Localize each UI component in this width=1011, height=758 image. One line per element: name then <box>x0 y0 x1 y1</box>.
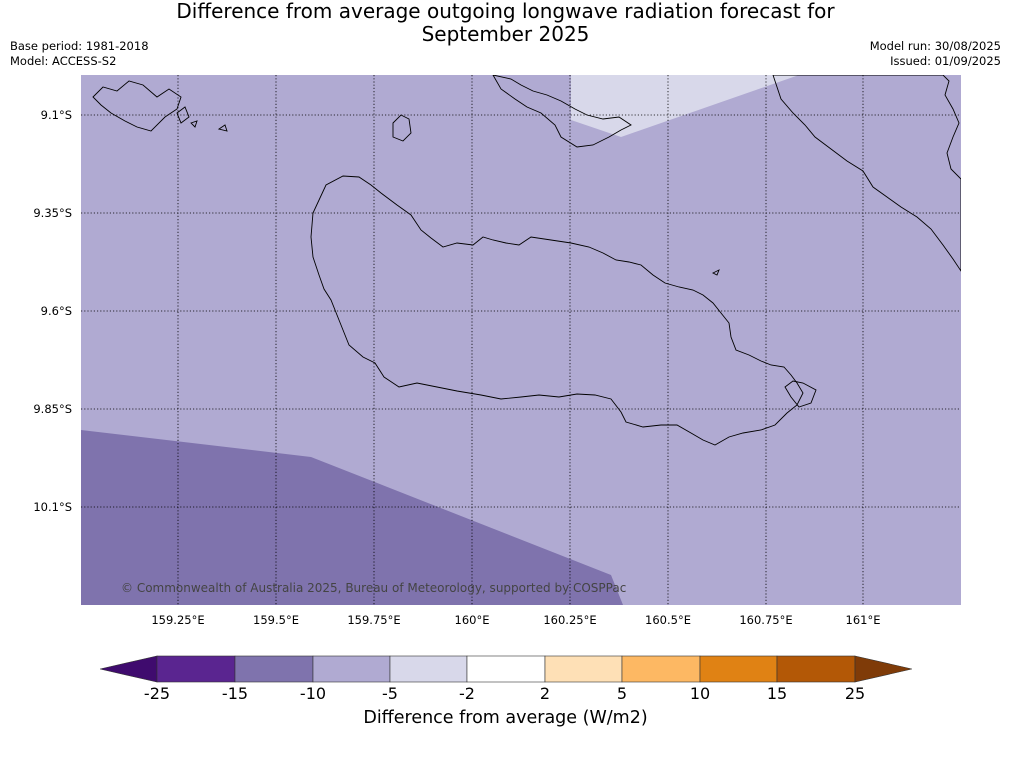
colorbar-tick: 5 <box>616 684 628 703</box>
colorbar-tick: 2 <box>539 684 551 703</box>
coastline-islet <box>711 269 720 276</box>
colorbar-tick: -5 <box>382 684 398 703</box>
lon-label-160-5: 160.5°E <box>645 613 691 627</box>
colorbar-extend-low <box>100 655 158 683</box>
colorbar-tick: -25 <box>143 684 171 703</box>
region-minus-5-to-minus-2 <box>571 75 799 137</box>
model-name: Model: ACCESS-S2 <box>10 54 117 68</box>
lat-label-10-1: 10.1°S <box>33 500 72 514</box>
lat-label-9-1: 9.1°S <box>40 108 72 122</box>
colorbar-segment-9 <box>776 655 856 683</box>
coastlines <box>92 75 961 446</box>
issued-date: Issued: 01/09/2025 <box>890 54 1001 68</box>
map-svg: © Commonwealth of Australia 2025, Bureau… <box>81 75 961 605</box>
lon-label-160-75: 160.75°E <box>739 613 793 627</box>
lat-label-9-85: 9.85°S <box>33 402 72 416</box>
coastline-main-island <box>310 175 804 446</box>
lon-label-159-5: 159.5°E <box>253 613 299 627</box>
base-period: Base period: 1981-2018 <box>10 39 149 53</box>
map-panel: © Commonwealth of Australia 2025, Bureau… <box>81 75 961 605</box>
chart-title: Difference from average outgoing longwav… <box>0 0 1011 46</box>
colorbar <box>100 655 912 683</box>
colorbar-segment-5 <box>466 655 546 683</box>
region-minus-15-to-minus-10 <box>81 430 623 605</box>
lon-label-160: 160°E <box>454 613 490 627</box>
lat-label-9-6: 9.6°S <box>40 304 72 318</box>
coastline-nw-island <box>92 80 182 132</box>
colorbar-tick: -15 <box>221 684 249 703</box>
colorbar-tick: 15 <box>766 684 788 703</box>
lon-label-159-75: 159.75°E <box>347 613 401 627</box>
coastline-nw-islet-3 <box>190 120 198 128</box>
title-line-2: September 2025 <box>421 22 590 46</box>
coastline-nw-islet-2 <box>217 124 228 132</box>
copyright-notice: © Commonwealth of Australia 2025, Bureau… <box>121 581 626 595</box>
meta-left: Base period: 1981-2018 Model: ACCESS-S2 <box>10 39 149 69</box>
coastline-nw-islet-1 <box>176 106 190 124</box>
graticule <box>81 75 961 605</box>
colorbar-label: Difference from average (W/m2) <box>363 708 648 728</box>
lon-label-159-25: 159.25°E <box>151 613 205 627</box>
colorbar-tick: -2 <box>459 684 475 703</box>
coastline-north-island <box>492 75 632 148</box>
title-line-1: Difference from average outgoing longwav… <box>176 0 835 23</box>
colorbar-segment-4 <box>389 655 468 683</box>
colorbar-segment-7 <box>621 655 701 683</box>
colorbar-segment-1 <box>156 655 236 683</box>
meta-right: Model run: 30/08/2025 Issued: 01/09/2025 <box>870 39 1001 69</box>
colorbar-extend-high <box>854 655 912 683</box>
colorbar-tick: 25 <box>844 684 866 703</box>
colorbar-segment-8 <box>699 655 778 683</box>
lat-label-9-35: 9.35°S <box>33 206 72 220</box>
colorbar-segment-6 <box>544 655 623 683</box>
colorbar-tick: 10 <box>689 684 711 703</box>
model-run: Model run: 30/08/2025 <box>869 39 1001 53</box>
coastline-ne-island <box>772 75 961 272</box>
lon-label-160-25: 160.25°E <box>543 613 597 627</box>
lon-label-161: 161°E <box>845 613 881 627</box>
colorbar-segment-3 <box>312 655 391 683</box>
colorbar-segment-2 <box>234 655 314 683</box>
coastline-east-spit <box>784 380 817 408</box>
colorbar-tick: -10 <box>299 684 327 703</box>
